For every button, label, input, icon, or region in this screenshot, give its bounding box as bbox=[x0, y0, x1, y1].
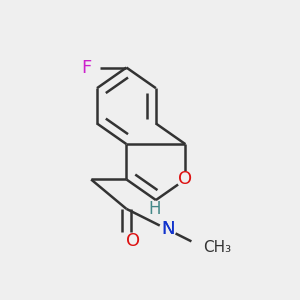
Text: N: N bbox=[161, 220, 174, 238]
Text: N: N bbox=[161, 220, 174, 238]
Text: F: F bbox=[81, 58, 91, 76]
Text: O: O bbox=[126, 232, 141, 250]
Text: O: O bbox=[178, 170, 192, 188]
Text: CH₃: CH₃ bbox=[203, 240, 231, 255]
Text: H: H bbox=[148, 200, 161, 218]
